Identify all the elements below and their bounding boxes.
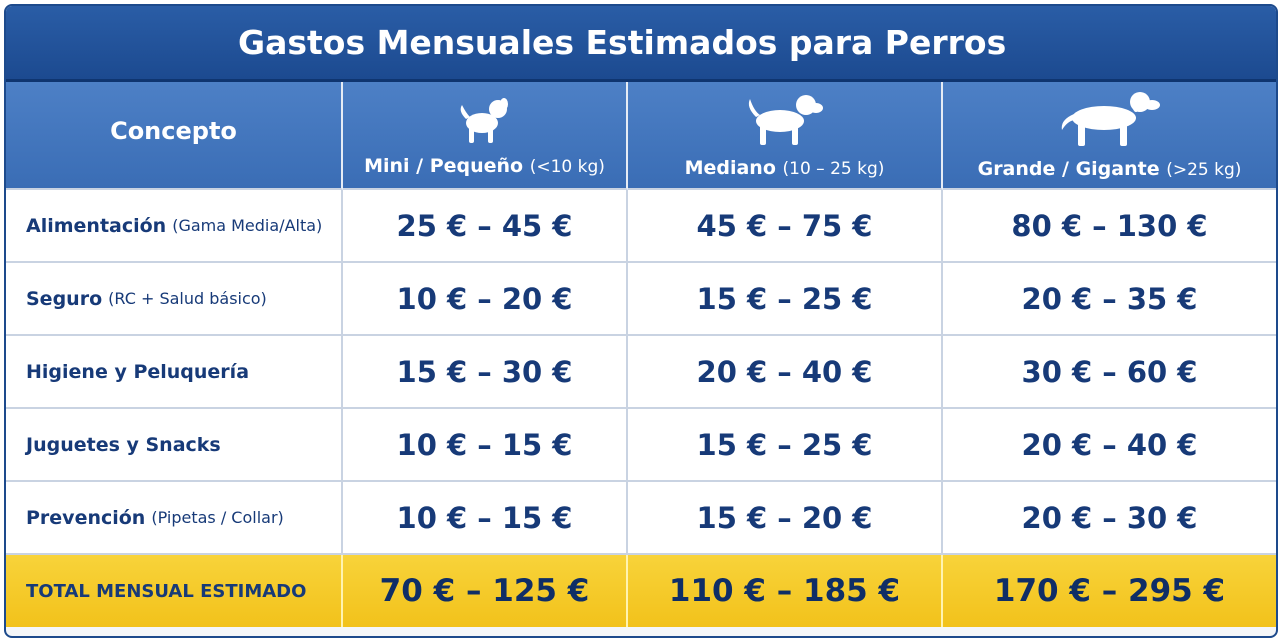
column-label-note: (>25 kg) (1166, 160, 1242, 180)
concept-name: Higiene y Peluquería (26, 360, 250, 383)
cost-cell: 80 € – 130 € (943, 190, 1276, 263)
total-label: TOTAL MENSUAL ESTIMADO (6, 555, 343, 627)
row-concept: Higiene y Peluquería (6, 336, 343, 409)
dog-icon (742, 91, 828, 151)
cost-cell: 10 € – 15 € (343, 409, 628, 482)
column-label-note: (<10 kg) (529, 157, 605, 177)
cost-cell: 10 € – 15 € (343, 482, 628, 555)
concept-note: (Gama Media/Alta) (172, 216, 323, 235)
column-label: Mediano (10 – 25 kg) (685, 157, 885, 179)
column-header: Mini / Pequeño (<10 kg) (343, 82, 628, 190)
row-concept: Juguetes y Snacks (6, 409, 343, 482)
cost-cell: 20 € – 40 € (943, 409, 1276, 482)
column-label-note: (10 – 25 kg) (782, 159, 885, 179)
concept-name: Juguetes y Snacks (26, 433, 221, 456)
cost-cell: 20 € – 40 € (628, 336, 943, 409)
cost-cell: 15 € – 25 € (628, 409, 943, 482)
table: Concepto Mini / Pequeño (<10 kg) Mediano (… (6, 82, 1276, 627)
concept-note: (RC + Salud básico) (108, 289, 267, 308)
column-header: Concepto (6, 82, 343, 190)
concept-name: Alimentación (26, 214, 167, 237)
column-header: Mediano (10 – 25 kg) (628, 82, 943, 190)
concept-name: Seguro (26, 287, 103, 310)
cost-cell: 10 € – 20 € (343, 263, 628, 336)
total-cell: 70 € – 125 € (343, 555, 628, 627)
cost-cell: 15 € – 25 € (628, 263, 943, 336)
concept-note: (Pipetas / Collar) (151, 508, 284, 527)
dog-icon (454, 93, 516, 149)
total-cell: 110 € – 185 € (628, 555, 943, 627)
cost-cell: 20 € – 35 € (943, 263, 1276, 336)
cost-cell: 25 € – 45 € (343, 190, 628, 263)
total-cell: 170 € – 295 € (943, 555, 1276, 627)
concept-name: Prevención (26, 506, 146, 529)
title: Gastos Mensuales Estimados para Perros (6, 6, 1276, 82)
dog-icon (1058, 90, 1162, 152)
column-header: Grande / Gigante (>25 kg) (943, 82, 1276, 190)
column-label-main: Mini / Pequeño (364, 155, 524, 177)
row-concept: Prevención (Pipetas / Collar) (6, 482, 343, 555)
column-label-main: Mediano (684, 157, 776, 179)
cost-cell: 15 € – 30 € (343, 336, 628, 409)
cost-cell: 20 € – 30 € (943, 482, 1276, 555)
table-frame: Gastos Mensuales Estimados para Perros C… (4, 4, 1278, 638)
row-concept: Alimentación (Gama Media/Alta) (6, 190, 343, 263)
cost-cell: 15 € – 20 € (628, 482, 943, 555)
cost-cell: 30 € – 60 € (943, 336, 1276, 409)
column-label-main: Grande / Gigante (977, 158, 1160, 180)
row-concept: Seguro (RC + Salud básico) (6, 263, 343, 336)
column-label: Mini / Pequeño (<10 kg) (364, 155, 605, 177)
column-label: Grande / Gigante (>25 kg) (978, 158, 1242, 180)
cost-cell: 45 € – 75 € (628, 190, 943, 263)
